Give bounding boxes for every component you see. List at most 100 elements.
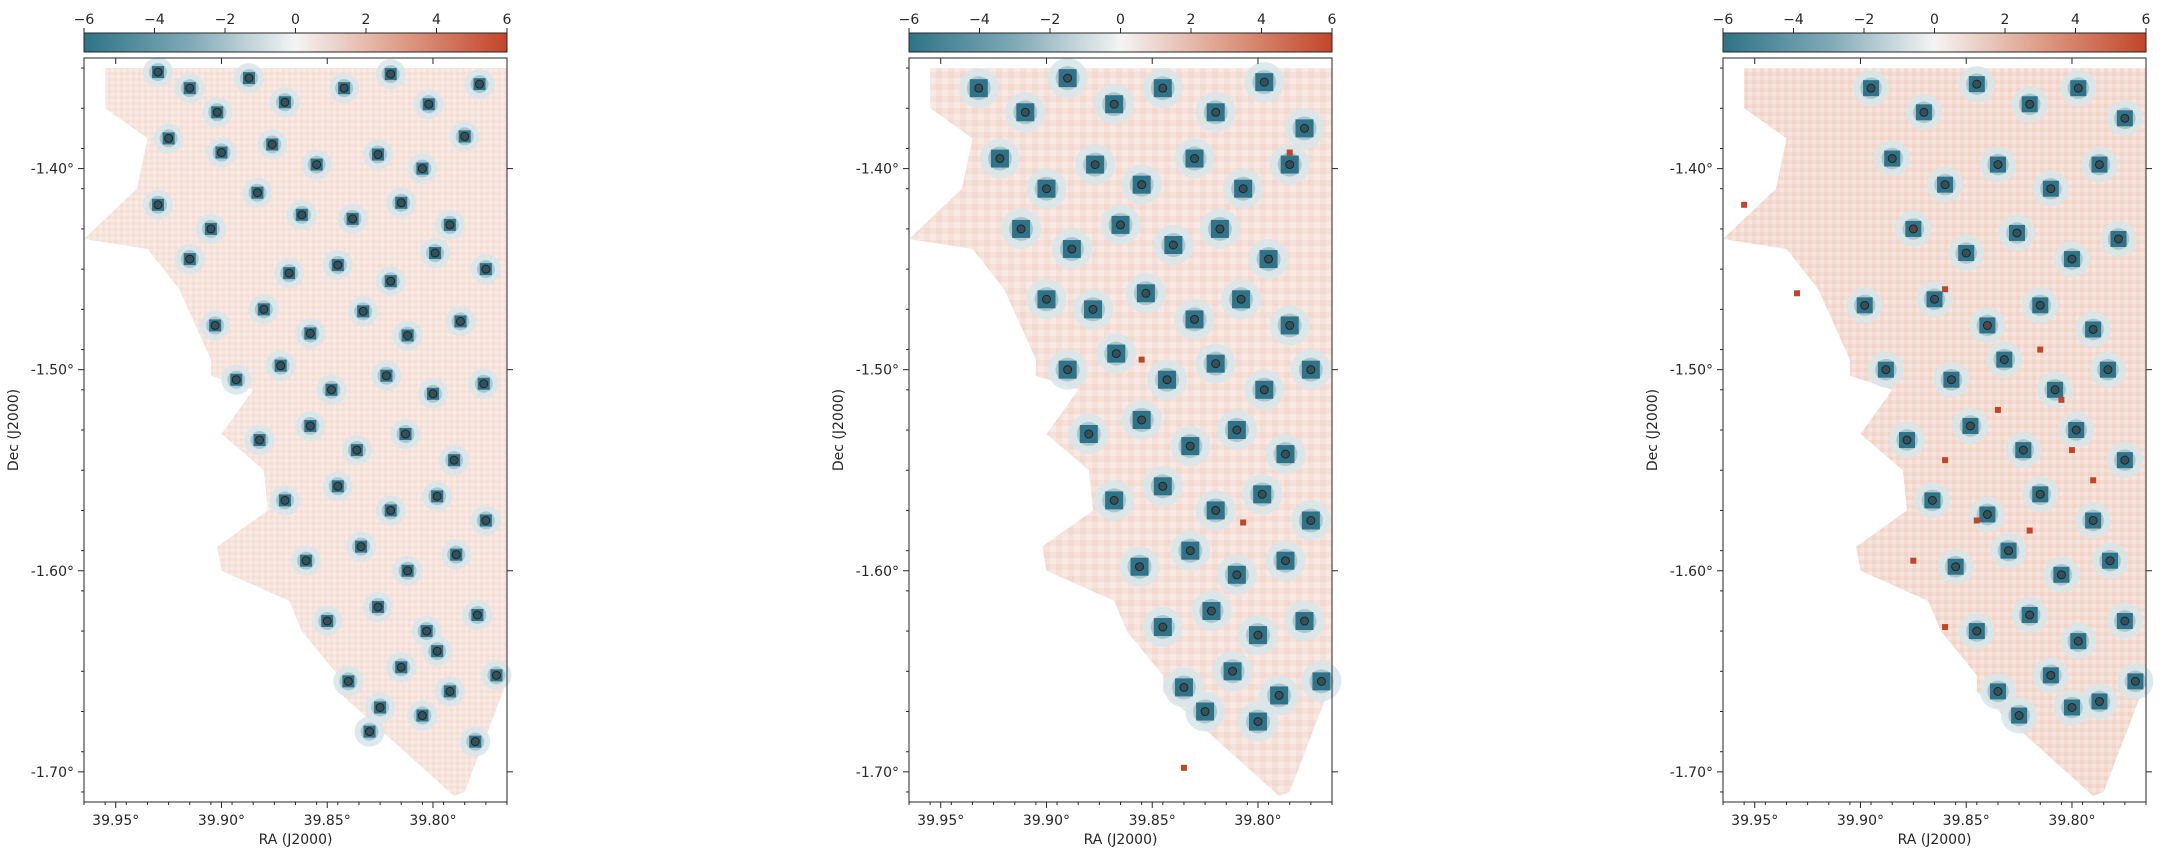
x-tick-label: 39.80° <box>2048 813 2095 829</box>
source-marker <box>2073 83 2083 93</box>
source-marker <box>2004 546 2014 556</box>
source-marker <box>1211 107 1221 117</box>
source-marker <box>2014 711 2024 721</box>
y-tick-label: -1.50° <box>1670 363 1713 379</box>
source-marker <box>1285 160 1295 170</box>
x-axis: 39.95° 39.90° 39.85° 39.80° RA (J2000) <box>1722 58 2147 848</box>
source-marker <box>255 435 265 445</box>
source-marker <box>1090 160 1100 170</box>
source-marker <box>1109 99 1119 109</box>
source-markers <box>153 67 501 747</box>
y-axis: -1.40° -1.50° -1.60° -1.70° Dec (J2000) <box>831 67 1338 793</box>
source-marker <box>1211 505 1221 515</box>
source-marker <box>995 154 1005 164</box>
colorbar-tick-label: −4 <box>969 12 990 28</box>
source-marker <box>1902 435 1912 445</box>
source-marker <box>1141 288 1151 298</box>
source-marker <box>475 79 485 89</box>
source-marker <box>210 320 220 330</box>
y-tick-label: -1.60° <box>856 564 899 580</box>
source-marker <box>1116 220 1125 230</box>
source-marker <box>1041 184 1051 194</box>
source-marker <box>403 330 413 340</box>
source-markers <box>1860 79 2140 721</box>
source-marker <box>417 711 427 721</box>
source-marker <box>1999 355 2009 365</box>
source-marker <box>386 69 396 79</box>
source-marker <box>1228 666 1238 676</box>
source-marker <box>1162 375 1172 385</box>
x-tick-label: 39.80° <box>409 813 456 829</box>
source-marker <box>1280 556 1290 566</box>
x-tick-label: 39.80° <box>1234 813 1281 829</box>
hot-pixel <box>2037 346 2044 353</box>
source-marker <box>2088 515 2098 525</box>
source-marker <box>280 495 290 505</box>
hot-pixel <box>1138 356 1145 363</box>
colorbar-gradient <box>83 32 508 53</box>
source-marker <box>326 385 336 395</box>
x-axis: 39.95° 39.90° 39.85° 39.80° RA (J2000) <box>908 58 1333 848</box>
hot-pixel <box>1942 286 1949 293</box>
source-marker <box>358 306 368 316</box>
source-marker <box>1016 224 1026 234</box>
source-marker <box>1300 123 1310 133</box>
colorbar-tick-label: −6 <box>1713 12 1734 28</box>
source-marker <box>1135 562 1145 572</box>
source-marker <box>153 200 163 210</box>
source-marker <box>185 254 195 264</box>
source-marker <box>276 361 286 371</box>
source-marker <box>1259 385 1269 395</box>
colorbar-tick-label: 2 <box>1187 12 1196 28</box>
source-marker <box>1200 707 1210 717</box>
source-marker <box>212 107 222 117</box>
source-marker <box>451 550 461 560</box>
source-marker <box>1908 224 1918 234</box>
source-marker <box>1063 365 1073 375</box>
x-tick-label: 39.85° <box>1943 813 1990 829</box>
source-marker <box>1919 107 1929 117</box>
source-marker <box>432 646 442 656</box>
y-tick-label: -1.50° <box>31 363 74 379</box>
y-axis-label: Dec (J2000) <box>831 389 847 471</box>
colorbar-tick-label: −6 <box>899 12 920 28</box>
source-marker <box>267 139 277 149</box>
source-marker <box>381 371 391 381</box>
colorbar: −6 −4 −2 0 2 4 6 <box>1713 12 2151 53</box>
y-axis-label: Dec (J2000) <box>1645 389 1661 471</box>
source-marker <box>206 224 216 234</box>
x-tick-label: 39.85° <box>304 813 351 829</box>
source-marker <box>472 610 482 620</box>
hot-pixel <box>1286 149 1293 156</box>
source-marker <box>430 248 440 258</box>
colorbar-tick-label: 2 <box>2001 12 2010 28</box>
source-marker <box>1951 562 1961 572</box>
source-marker <box>1972 626 1982 636</box>
source-marker <box>1887 154 1897 164</box>
hot-pixel <box>1794 290 1801 297</box>
source-marker <box>445 686 455 696</box>
source-marker <box>373 150 383 160</box>
source-marker <box>1185 546 1195 556</box>
source-marker <box>185 83 195 93</box>
source-marker <box>974 83 984 93</box>
source-marker <box>2050 385 2060 395</box>
source-marker <box>1927 495 1937 505</box>
colorbar-tick-label: 0 <box>1930 12 1939 28</box>
x-tick-label: 39.95° <box>92 813 139 829</box>
source-marker <box>231 375 241 385</box>
source-marker <box>2120 113 2130 123</box>
source-marker <box>432 491 442 501</box>
source-marker <box>1280 449 1290 459</box>
x-axis-label: RA (J2000) <box>259 832 333 848</box>
source-marker <box>280 97 290 107</box>
source-marker <box>356 542 366 552</box>
source-marker <box>153 67 163 77</box>
source-marker <box>216 148 226 158</box>
source-marker <box>252 188 262 198</box>
source-marker <box>491 670 501 680</box>
panel-3: −6 −4 −2 0 2 4 6 39.95° 39.90° 39.85° 39.80° RA (J2… <box>1645 12 2154 848</box>
hot-pixel <box>1942 457 1949 464</box>
source-marker <box>2103 365 2113 375</box>
source-marker <box>1316 676 1326 686</box>
